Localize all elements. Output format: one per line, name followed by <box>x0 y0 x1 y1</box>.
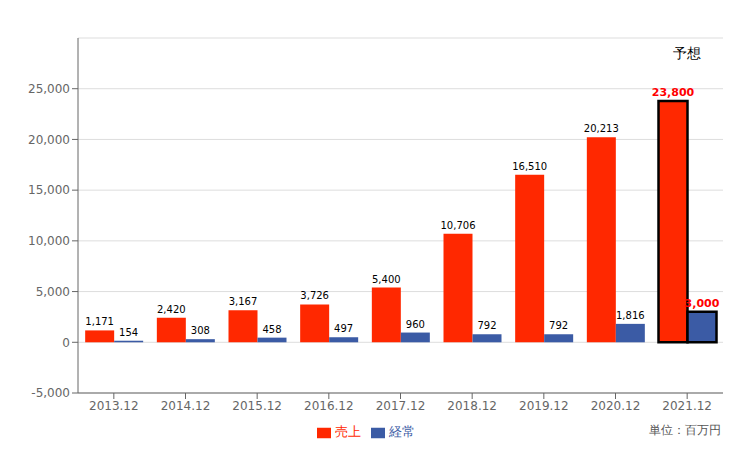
svg-text:25,000: 25,000 <box>28 82 70 96</box>
svg-text:2020.12: 2020.12 <box>591 399 641 413</box>
svg-text:15,000: 15,000 <box>28 183 70 197</box>
svg-text:16,510: 16,510 <box>512 161 547 172</box>
svg-text:3,000: 3,000 <box>685 297 720 310</box>
svg-text:3,726: 3,726 <box>300 290 329 301</box>
svg-text:960: 960 <box>406 319 425 330</box>
svg-text:5,000: 5,000 <box>36 285 70 299</box>
svg-text:2017.12: 2017.12 <box>376 399 426 413</box>
svg-text:20,000: 20,000 <box>28 133 70 147</box>
svg-text:308: 308 <box>191 325 210 336</box>
svg-text:2021.12: 2021.12 <box>662 399 712 413</box>
svg-text:-5,000: -5,000 <box>31 386 70 400</box>
html-text:経常: 経常 <box>388 424 415 439</box>
svg-text:予想: 予想 <box>673 45 701 61</box>
svg-text:792: 792 <box>477 320 496 331</box>
svg-text:2019.12: 2019.12 <box>519 399 569 413</box>
svg-text:2018.12: 2018.12 <box>447 399 497 413</box>
html-text:単位：百万円: 単位：百万円 <box>649 423 721 437</box>
svg-text:20,213: 20,213 <box>584 123 619 134</box>
svg-text:23,800: 23,800 <box>652 86 695 99</box>
svg-text:2015.12: 2015.12 <box>232 399 282 413</box>
svg-text:154: 154 <box>119 327 138 338</box>
svg-text:1,171: 1,171 <box>85 316 114 327</box>
svg-text:10,000: 10,000 <box>28 234 70 248</box>
svg-text:2,420: 2,420 <box>157 304 186 315</box>
svg-text:10,706: 10,706 <box>441 220 476 231</box>
svg-text:1,816: 1,816 <box>616 310 645 321</box>
html-text:売上: 売上 <box>334 424 361 439</box>
svg-text:792: 792 <box>549 320 568 331</box>
svg-text:3,167: 3,167 <box>229 296 258 307</box>
svg-text:497: 497 <box>334 323 353 334</box>
svg-text:2013.12: 2013.12 <box>89 399 139 413</box>
svg-text:2016.12: 2016.12 <box>304 399 354 413</box>
svg-text:2014.12: 2014.12 <box>161 399 211 413</box>
svg-text:5,400: 5,400 <box>372 274 401 285</box>
svg-text:0: 0 <box>62 336 70 350</box>
svg-text:458: 458 <box>262 324 281 335</box>
